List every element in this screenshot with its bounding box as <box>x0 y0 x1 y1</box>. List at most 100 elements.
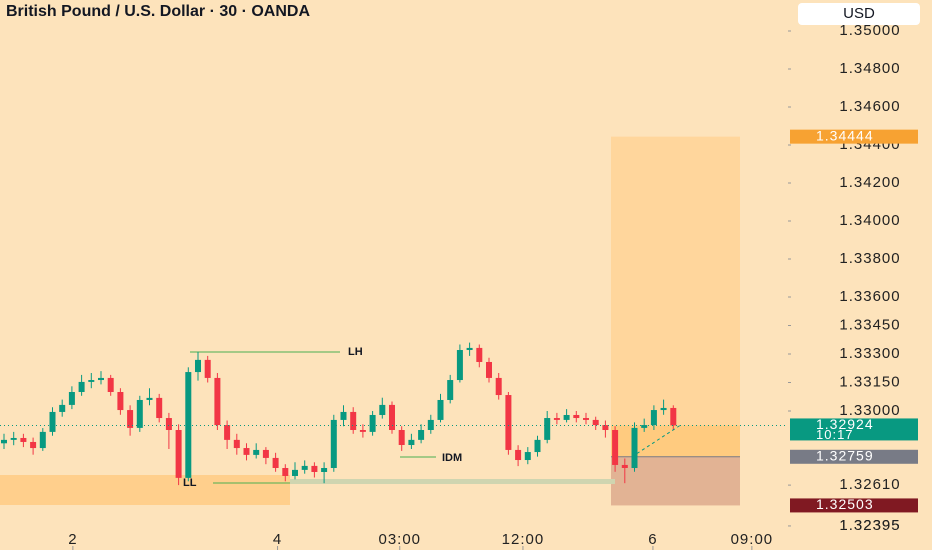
target-zone <box>611 136 740 457</box>
annotation: LH <box>348 346 363 358</box>
currency-button[interactable] <box>798 3 920 25</box>
y-tick-label: 1.33150 <box>839 373 900 390</box>
candle-body <box>78 381 85 392</box>
y-tick-label: 1.34600 <box>839 98 900 115</box>
y-tick-label: 1.35000 <box>839 22 900 39</box>
candle-body <box>243 448 250 455</box>
y-tick-label: 1.32395 <box>839 517 900 534</box>
candle-body <box>573 414 580 419</box>
candle-body <box>369 414 376 432</box>
countdown-label: 10:17 <box>816 427 854 442</box>
candle-body <box>389 404 395 430</box>
x-tick-label: 09:00 <box>731 531 774 548</box>
candle-body <box>427 419 434 430</box>
candle-body <box>553 418 560 420</box>
candle-body <box>350 411 357 430</box>
price-badge-label: 1.32759 <box>816 447 874 463</box>
candle-body <box>136 399 143 428</box>
candle-body <box>156 397 163 419</box>
candle-body <box>117 391 124 411</box>
x-tick-label: 6 <box>648 531 657 548</box>
price-badge-label: 1.32503 <box>816 496 874 512</box>
candle-body <box>563 414 570 420</box>
candle-body <box>379 404 386 415</box>
candle-body <box>515 449 522 461</box>
candle-body <box>602 425 609 430</box>
price-badge <box>790 498 918 513</box>
candle-body <box>534 439 541 453</box>
candle-body <box>408 439 415 446</box>
y-tick-label: 1.32610 <box>839 476 900 493</box>
candle-body <box>524 452 531 461</box>
chart-title: British Pound / U.S. Dollar · 30 · OANDA <box>6 3 310 20</box>
annotation: LL <box>183 477 197 489</box>
filled-zone <box>611 425 740 457</box>
stop-zone <box>611 456 740 506</box>
candle-body <box>495 377 502 396</box>
y-tick-label: 1.33450 <box>839 316 900 333</box>
candle-body <box>98 377 104 381</box>
candle-body <box>20 437 27 442</box>
demand-zone <box>0 475 290 505</box>
y-tick-label: 1.33800 <box>839 250 900 267</box>
candle-body <box>340 411 347 420</box>
candle-body <box>195 359 201 373</box>
currency-label[interactable]: USD <box>843 5 875 22</box>
candle-body <box>165 418 172 430</box>
candle-body <box>631 427 638 468</box>
y-tick-label: 1.34000 <box>839 212 900 229</box>
price-badge-label: 1.34444 <box>816 127 874 143</box>
candle-body <box>359 429 366 432</box>
candle-body <box>418 429 425 440</box>
candle-body <box>486 361 492 378</box>
axis-cover <box>788 528 932 550</box>
candle-body <box>476 347 483 362</box>
candle-body <box>282 467 289 476</box>
candle-body <box>544 418 551 440</box>
candle-body <box>127 410 134 428</box>
candle-body <box>437 399 444 420</box>
candle-body <box>456 350 463 381</box>
candle-body <box>321 467 328 472</box>
candle-body <box>612 429 619 465</box>
candle-body <box>650 410 657 426</box>
candle-body <box>204 359 211 378</box>
x-tick-label: 2 <box>68 531 77 548</box>
price-badge <box>790 449 918 464</box>
candle-body <box>107 377 114 392</box>
x-tick-label: 12:00 <box>502 531 545 548</box>
candle-body <box>68 391 75 405</box>
candle-body <box>398 429 405 446</box>
y-tick-label: 1.33300 <box>839 345 900 362</box>
y-tick-label: 1.34200 <box>839 174 900 191</box>
candle-body <box>262 449 269 458</box>
candle-body <box>311 465 318 472</box>
candle-body <box>505 395 512 450</box>
y-tick-label: 1.34800 <box>839 60 900 77</box>
candle-body <box>301 465 308 470</box>
x-tick-label: 03:00 <box>378 531 421 548</box>
candle-body <box>49 411 56 432</box>
candle-body <box>146 397 153 400</box>
candle-body <box>10 437 17 440</box>
candle-body <box>641 425 648 428</box>
candle-body <box>466 347 473 351</box>
candle-body <box>214 377 221 426</box>
candle-body <box>59 404 66 412</box>
candle-body <box>330 419 337 468</box>
candle-body <box>621 464 628 468</box>
candle-body <box>175 429 182 478</box>
liquidity-band <box>290 479 615 484</box>
candle-body <box>39 431 46 449</box>
candle-body <box>583 418 589 420</box>
x-tick-label: 4 <box>273 531 282 548</box>
candle-body <box>670 407 677 426</box>
price-badge-label: 1.32924 <box>816 416 874 432</box>
candle-body <box>1 439 7 444</box>
price-badge <box>790 418 918 441</box>
candle-body <box>30 441 37 449</box>
candle-body <box>660 407 667 411</box>
candle-body <box>88 380 95 382</box>
